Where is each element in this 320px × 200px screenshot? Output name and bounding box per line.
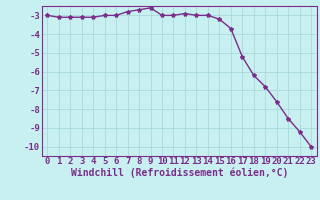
X-axis label: Windchill (Refroidissement éolien,°C): Windchill (Refroidissement éolien,°C) <box>70 168 288 178</box>
